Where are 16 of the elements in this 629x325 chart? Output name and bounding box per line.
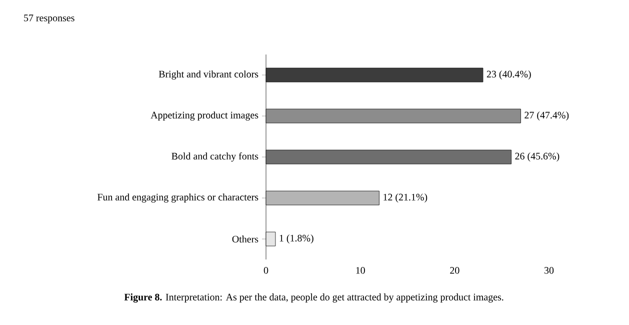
- x-tick-label: 10: [356, 267, 365, 274]
- data-label: 27 (47.4%): [524, 111, 569, 121]
- data-label: 1 (1.8%): [280, 234, 314, 244]
- x-tick-label: 30: [544, 267, 554, 274]
- y-tick-label: Fun and engaging graphics or characters: [97, 193, 258, 203]
- data-label: 26 (45.6%): [515, 152, 560, 162]
- text: Figure 8. Interpretation: As per the data, people do get attracted by appetizing product images.: [124, 293, 504, 303]
- y-tick-label: Others: [232, 235, 258, 243]
- x-tick-label: 20: [450, 267, 460, 274]
- y-tick-label: Bright and vibrant colors: [158, 70, 258, 80]
- text: 57 responses: [24, 14, 74, 24]
- data-label: 12 (21.1%): [384, 193, 428, 203]
- y-tick-label: Bold and catchy fonts: [172, 152, 258, 162]
- y-tick-label: Appetizing product images: [150, 111, 258, 121]
- x-tick-label: 0: [264, 267, 268, 274]
- data-label: 23 (40.4%): [486, 70, 531, 80]
